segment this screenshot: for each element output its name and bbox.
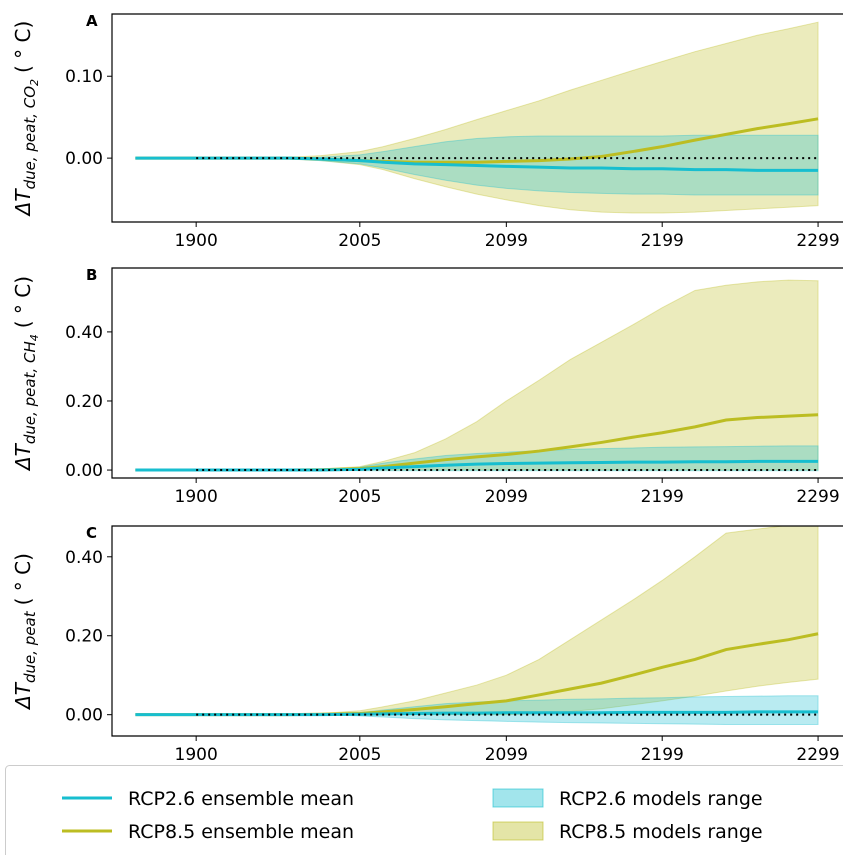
range-band: [135, 279, 819, 471]
plot-area: [135, 279, 819, 472]
x-tick-label: 2299: [796, 231, 839, 251]
mean-line: [135, 459, 819, 472]
x-tick-label: 1900: [175, 487, 218, 507]
y-label-unit: ( ° C): [11, 276, 35, 328]
legend-swatch: [492, 788, 544, 808]
legend-label: RCP2.6 ensemble mean: [128, 788, 354, 810]
y-tick-label: 0.40: [65, 323, 103, 343]
y-label-sub: due, peat: [21, 610, 39, 683]
plot-area: [135, 526, 819, 726]
x-tick-label: 2199: [641, 745, 684, 765]
y-tick-label: 0.20: [65, 627, 103, 647]
x-tick-label: 1900: [175, 745, 218, 765]
y-tick-label: 0.10: [65, 67, 103, 87]
mean-line: [135, 710, 819, 717]
y-tick-label: 0.20: [65, 392, 103, 412]
x-tick-label: 2005: [338, 487, 381, 507]
x-tick-label: 2099: [485, 231, 528, 251]
axes-frame: [111, 267, 843, 479]
x-tick-label: 2199: [641, 487, 684, 507]
legend-label: RCP8.5 models range: [559, 821, 763, 843]
axes-frame: [111, 13, 843, 223]
x-tick-label: 2199: [641, 231, 684, 251]
y-label-unit: ( ° C): [11, 553, 35, 605]
x-tick-label: 2099: [485, 745, 528, 765]
x-tick-label: 2005: [338, 745, 381, 765]
y-tick-label: 0.00: [65, 706, 103, 726]
x-tick-label: 2005: [338, 231, 381, 251]
y-tick-label: 0.40: [65, 548, 103, 568]
y-axis-label: ΔTdue, peat ( ° C): [11, 553, 39, 711]
panel-label: B: [86, 266, 97, 284]
panel: 1900 2005 2099 2199 2299 0.00 0.20 0.40 C ΔTdue, …: [11, 524, 843, 765]
y-label-sub: due, peat, CO: [21, 86, 39, 190]
mean-line: [135, 156, 819, 172]
axes-frame: [111, 525, 843, 737]
x-tick-label: 1900: [175, 231, 218, 251]
x-tick-label: 2299: [796, 745, 839, 765]
y-axis-label: ΔTdue, peat, CO2 ( ° C): [11, 21, 41, 218]
y-tick-label: 0.00: [65, 149, 103, 169]
legend-box: [5, 765, 843, 855]
legend-label: RCP2.6 models range: [559, 788, 763, 810]
x-tick-label: 2099: [485, 487, 528, 507]
y-axis-label: ΔTdue, peat, CH4 ( ° C): [11, 276, 41, 472]
legend-swatch: [492, 821, 544, 841]
y-label-unit: ( ° C): [11, 21, 35, 73]
y-label-main: ΔT: [11, 188, 35, 218]
range-band: [135, 21, 819, 214]
y-label-main: ΔT: [11, 681, 35, 711]
panel: 1900 2005 2099 2199 2299 0.00 0.10 A ΔTdue, peat…: [11, 12, 843, 251]
panel-label: C: [86, 524, 97, 542]
y-label-subsub: 4: [28, 334, 41, 341]
panel: 1900 2005 2099 2199 2299 0.00 0.20 0.40 B ΔTdue, …: [11, 266, 843, 507]
range-band: [135, 526, 819, 716]
panel-label: A: [86, 12, 98, 30]
y-tick-label: 0.00: [65, 461, 103, 481]
y-label-sub: due, peat, CH: [21, 341, 39, 444]
x-tick-label: 2299: [796, 487, 839, 507]
y-label-subsub: 2: [28, 79, 41, 86]
plot-area: [135, 21, 819, 214]
legend-label: RCP8.5 ensemble mean: [128, 821, 354, 843]
y-label-main: ΔT: [11, 442, 35, 472]
